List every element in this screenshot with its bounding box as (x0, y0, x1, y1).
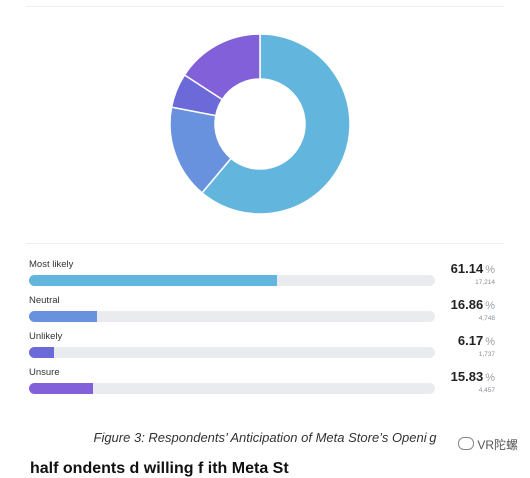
slice-unsure (183, 33, 261, 101)
progress-fill (29, 383, 94, 394)
row-label: Most likely (29, 259, 74, 270)
row-label: Unlikely (29, 331, 63, 342)
slice-most-likely (200, 33, 351, 215)
row-label: Neutral (29, 295, 60, 306)
percent-value: 61.14% (450, 261, 495, 276)
row-unsure: Unsure 15.83% 4,457 (29, 367, 499, 403)
respondent-count: 4,748 (478, 315, 495, 322)
section-divider (26, 243, 504, 244)
figure-caption: Figure 3: Respondents’ Anticipation of M… (93, 430, 437, 445)
body-text-cut: half ondents d willing f ith Meta St (30, 460, 289, 477)
respondent-count: 1,737 (478, 351, 495, 358)
row-most-likely: Most likely 61.14% 17,214 (29, 259, 499, 295)
percent-value: 6.17% (457, 333, 495, 348)
progress-track (29, 311, 435, 322)
watermark: VR陀螺 (458, 436, 518, 453)
progress-track (29, 347, 435, 358)
row-neutral: Neutral 16.86% 4,748 (29, 295, 499, 331)
respondent-count: 17,214 (475, 279, 495, 286)
percent-value: 15.83% (450, 369, 495, 384)
row-label: Unsure (29, 367, 60, 378)
progress-track (29, 275, 435, 286)
percent-value: 16.86% (450, 297, 495, 312)
progress-fill (29, 275, 278, 286)
wechat-icon (458, 437, 475, 450)
progress-track (29, 383, 435, 394)
top-divider (26, 6, 504, 7)
respondent-count: 4,457 (478, 387, 495, 394)
donut-chart (169, 33, 351, 215)
progress-fill (29, 311, 98, 322)
progress-fill (29, 347, 55, 358)
row-unlikely: Unlikely 6.17% 1,737 (29, 331, 499, 367)
